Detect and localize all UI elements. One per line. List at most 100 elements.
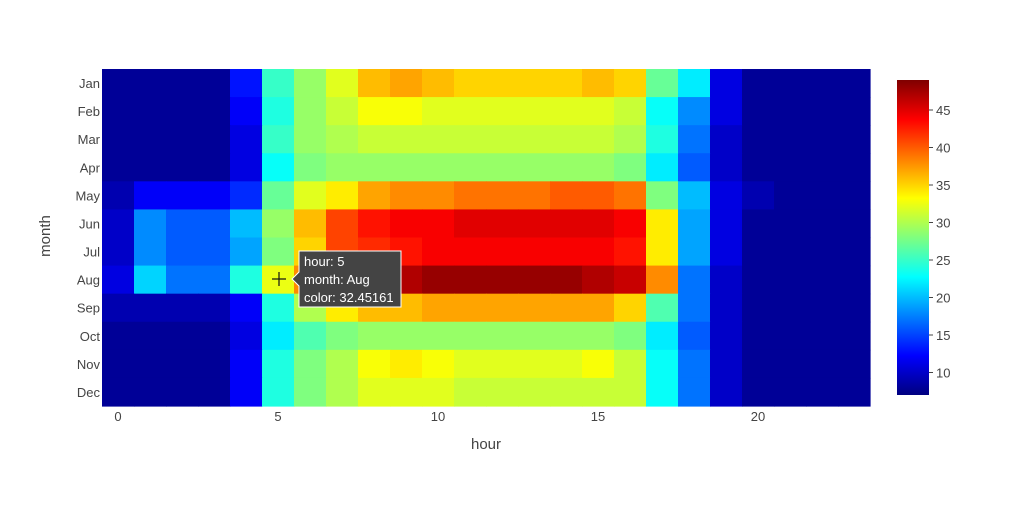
heatmap-cell[interactable] [486,293,519,323]
heatmap-cell[interactable] [326,349,359,379]
heatmap-cell[interactable] [742,321,775,351]
heatmap-cell[interactable] [710,349,743,379]
heatmap-cell[interactable] [614,349,647,379]
heatmap-cell[interactable] [678,153,711,182]
heatmap-cell[interactable] [102,153,135,182]
heatmap-cell[interactable] [166,293,199,323]
heatmap-cell[interactable] [102,349,135,379]
heatmap-cell[interactable] [230,181,263,211]
heatmap-cell[interactable] [646,125,679,154]
heatmap-cell[interactable] [710,181,743,211]
heatmap-cell[interactable] [614,293,647,323]
heatmap-cell[interactable] [678,97,711,126]
heatmap-cell[interactable] [550,97,583,126]
heatmap-cell[interactable] [678,125,711,154]
heatmap-cell[interactable] [486,265,519,295]
heatmap-cell[interactable] [518,153,551,182]
heatmap-cell[interactable] [582,153,615,182]
heatmap-cell[interactable] [262,377,295,407]
heatmap-cell[interactable] [774,125,807,154]
heatmap-cell[interactable] [390,125,423,154]
heatmap-cell[interactable] [422,377,455,407]
heatmap-cell[interactable] [742,293,775,323]
heatmap-cell[interactable] [230,293,263,323]
heatmap-cell[interactable] [518,97,551,126]
heatmap-cell[interactable] [614,377,647,407]
heatmap-cell[interactable] [742,377,775,407]
heatmap-cell[interactable] [422,125,455,154]
heatmap-cell[interactable] [102,97,135,126]
heatmap-cell[interactable] [166,181,199,211]
heatmap-cell[interactable] [326,321,359,351]
heatmap-cell[interactable] [390,181,423,211]
heatmap-cell[interactable] [614,181,647,211]
heatmap-cell[interactable] [550,293,583,323]
heatmap-cell[interactable] [326,209,359,239]
heatmap-cell[interactable] [422,293,455,323]
heatmap-cell[interactable] [550,349,583,379]
heatmap-cell[interactable] [774,321,807,351]
heatmap-cell[interactable] [454,69,487,98]
heatmap-cell[interactable] [230,209,263,239]
heatmap-cell[interactable] [198,69,231,98]
heatmap-cell[interactable] [518,349,551,379]
heatmap-cell[interactable] [198,293,231,323]
heatmap-cell[interactable] [550,237,583,267]
heatmap-cell[interactable] [102,265,135,295]
heatmap-cell[interactable] [166,69,199,98]
heatmap-cell[interactable] [198,377,231,407]
heatmap-cell[interactable] [230,265,263,295]
heatmap-cell[interactable] [166,377,199,407]
heatmap-cell[interactable] [742,265,775,295]
heatmap-cell[interactable] [550,377,583,407]
heatmap-cell[interactable] [550,265,583,295]
heatmap-cell[interactable] [198,321,231,351]
heatmap-cell[interactable] [486,209,519,239]
heatmap-cell[interactable] [742,237,775,267]
heatmap-cell[interactable] [262,181,295,211]
heatmap-cell[interactable] [806,181,839,211]
heatmap-cell[interactable] [166,265,199,295]
heatmap-cell[interactable] [838,293,871,323]
heatmap-cell[interactable] [358,69,391,98]
heatmap-cell[interactable] [518,293,551,323]
heatmap-cell[interactable] [614,237,647,267]
heatmap-cell[interactable] [742,349,775,379]
heatmap-cell[interactable] [774,265,807,295]
heatmap-cell[interactable] [454,377,487,407]
heatmap-cell[interactable] [422,69,455,98]
heatmap-cell[interactable] [838,377,871,407]
heatmap-cell[interactable] [294,153,327,182]
heatmap-cell[interactable] [294,181,327,211]
heatmap-cell[interactable] [710,97,743,126]
heatmap-cell[interactable] [710,293,743,323]
heatmap-cell[interactable] [262,349,295,379]
heatmap-cell[interactable] [422,349,455,379]
heatmap-cell[interactable] [294,125,327,154]
heatmap-cell[interactable] [102,69,135,98]
heatmap-cell[interactable] [838,237,871,267]
heatmap-cell[interactable] [262,209,295,239]
heatmap-cell[interactable] [806,293,839,323]
heatmap-cell[interactable] [390,153,423,182]
heatmap-cell[interactable] [294,69,327,98]
heatmap-cell[interactable] [710,377,743,407]
heatmap-cell[interactable] [262,153,295,182]
heatmap-cell[interactable] [646,349,679,379]
heatmap-cell[interactable] [582,237,615,267]
heatmap-cell[interactable] [166,237,199,267]
heatmap-cell[interactable] [710,265,743,295]
heatmap-cell[interactable] [774,69,807,98]
heatmap-cell[interactable] [774,377,807,407]
heatmap-cell[interactable] [262,125,295,154]
heatmap-cell[interactable] [198,181,231,211]
heatmap-cell[interactable] [486,125,519,154]
heatmap-cell[interactable] [358,377,391,407]
heatmap-cells[interactable] [102,69,871,407]
heatmap-cell[interactable] [390,349,423,379]
heatmap-cell[interactable] [742,181,775,211]
heatmap-cell[interactable] [198,265,231,295]
heatmap-cell[interactable] [326,153,359,182]
heatmap-cell[interactable] [454,97,487,126]
heatmap-cell[interactable] [582,349,615,379]
